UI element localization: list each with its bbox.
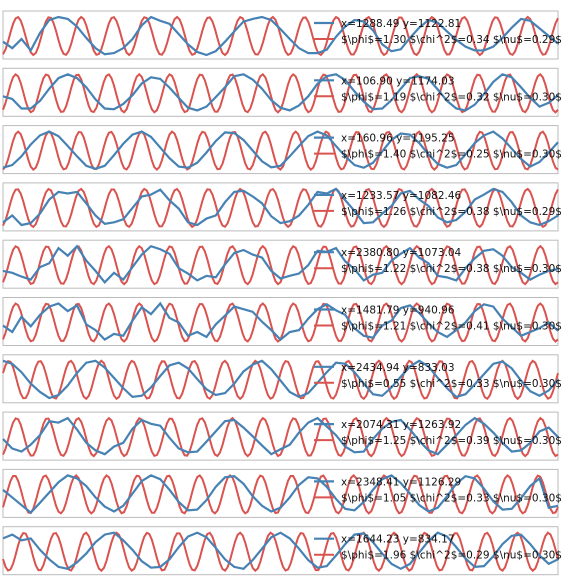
legend-label-fit: $\phi$=1.30 $\chi^2$=0.34 $\nu$=0.29$ (341, 34, 562, 46)
panel-2: x=106.90 y=1174.03 $\phi$=1.19 $\chi^2$=0… (3, 68, 562, 116)
legend-label-fit: $\phi$=0.55 $\chi^2$=0.33 $\nu$=0.30$ (341, 378, 562, 390)
legend-label-fit: $\phi$=1.25 $\chi^2$=0.39 $\nu$=0.30$ (341, 435, 562, 447)
panel-9: x=2348.41 y=1126.29 $\phi$=1.05 $\chi^2$=… (3, 469, 562, 517)
legend-label-fit: $\phi$=1.19 $\chi^2$=0.32 $\nu$=0.30$ (341, 91, 562, 103)
legend-label-fit: $\phi$=1.05 $\chi^2$=0.33 $\nu$=0.30$ (341, 492, 562, 504)
legend-label-observed: x=1288.49 y=1122.81 (341, 18, 461, 30)
legend-label-observed: x=1644.23 y=834.17 (341, 534, 455, 546)
legend-label-observed: x=2348.41 y=1126.29 (341, 476, 461, 488)
panel-4: x=1233.57 y=1082.46 $\phi$=1.26 $\chi^2$=… (3, 183, 562, 231)
legend-label-observed: x=1233.57 y=1082.46 (341, 190, 462, 202)
legend-label-observed: x=1481.79 y=940.96 (341, 305, 455, 317)
panel-6: x=1481.79 y=940.96 $\phi$=1.21 $\chi^2$=0… (3, 298, 562, 346)
legend-label-fit: $\phi$=1.22 $\chi^2$=0.38 $\nu$=0.30$ (341, 263, 562, 275)
legend-label-fit: $\phi$=1.40 $\chi^2$=0.25 $\nu$=0.30$ (341, 149, 562, 161)
legend-label-observed: x=2434.94 y=833.03 (341, 362, 455, 374)
legend-label-fit: $\phi$=1.96 $\chi^2$=0.29 $\nu$=0.30$ (341, 550, 562, 562)
panel-3: x=160.96 y=1195.25 $\phi$=1.40 $\chi^2$=0… (3, 126, 562, 174)
panel-7: x=2434.94 y=833.03 $\phi$=0.55 $\chi^2$=0… (3, 355, 562, 403)
panel-1: x=1288.49 y=1122.81 $\phi$=1.30 $\chi^2$=… (3, 11, 562, 59)
legend-label-observed: x=2074.31 y=1263.92 (341, 419, 461, 431)
legend-label-observed: x=2380.80 y=1073.04 (341, 247, 462, 259)
legend-label-fit: $\phi$=1.21 $\chi^2$=0.41 $\nu$=0.30$ (341, 321, 562, 333)
panel-8: x=2074.31 y=1263.92 $\phi$=1.25 $\chi^2$=… (3, 412, 562, 460)
panel-5: x=2380.80 y=1073.04 $\phi$=1.22 $\chi^2$=… (3, 240, 562, 288)
legend-label-observed: x=106.90 y=1174.03 (341, 75, 455, 87)
legend-label-fit: $\phi$=1.26 $\chi^2$=0.38 $\nu$=0.29$ (341, 206, 562, 218)
legend-label-observed: x=160.96 y=1195.25 (341, 133, 455, 145)
panel-10: x=1644.23 y=834.17 $\phi$=1.96 $\chi^2$=0… (3, 527, 562, 575)
